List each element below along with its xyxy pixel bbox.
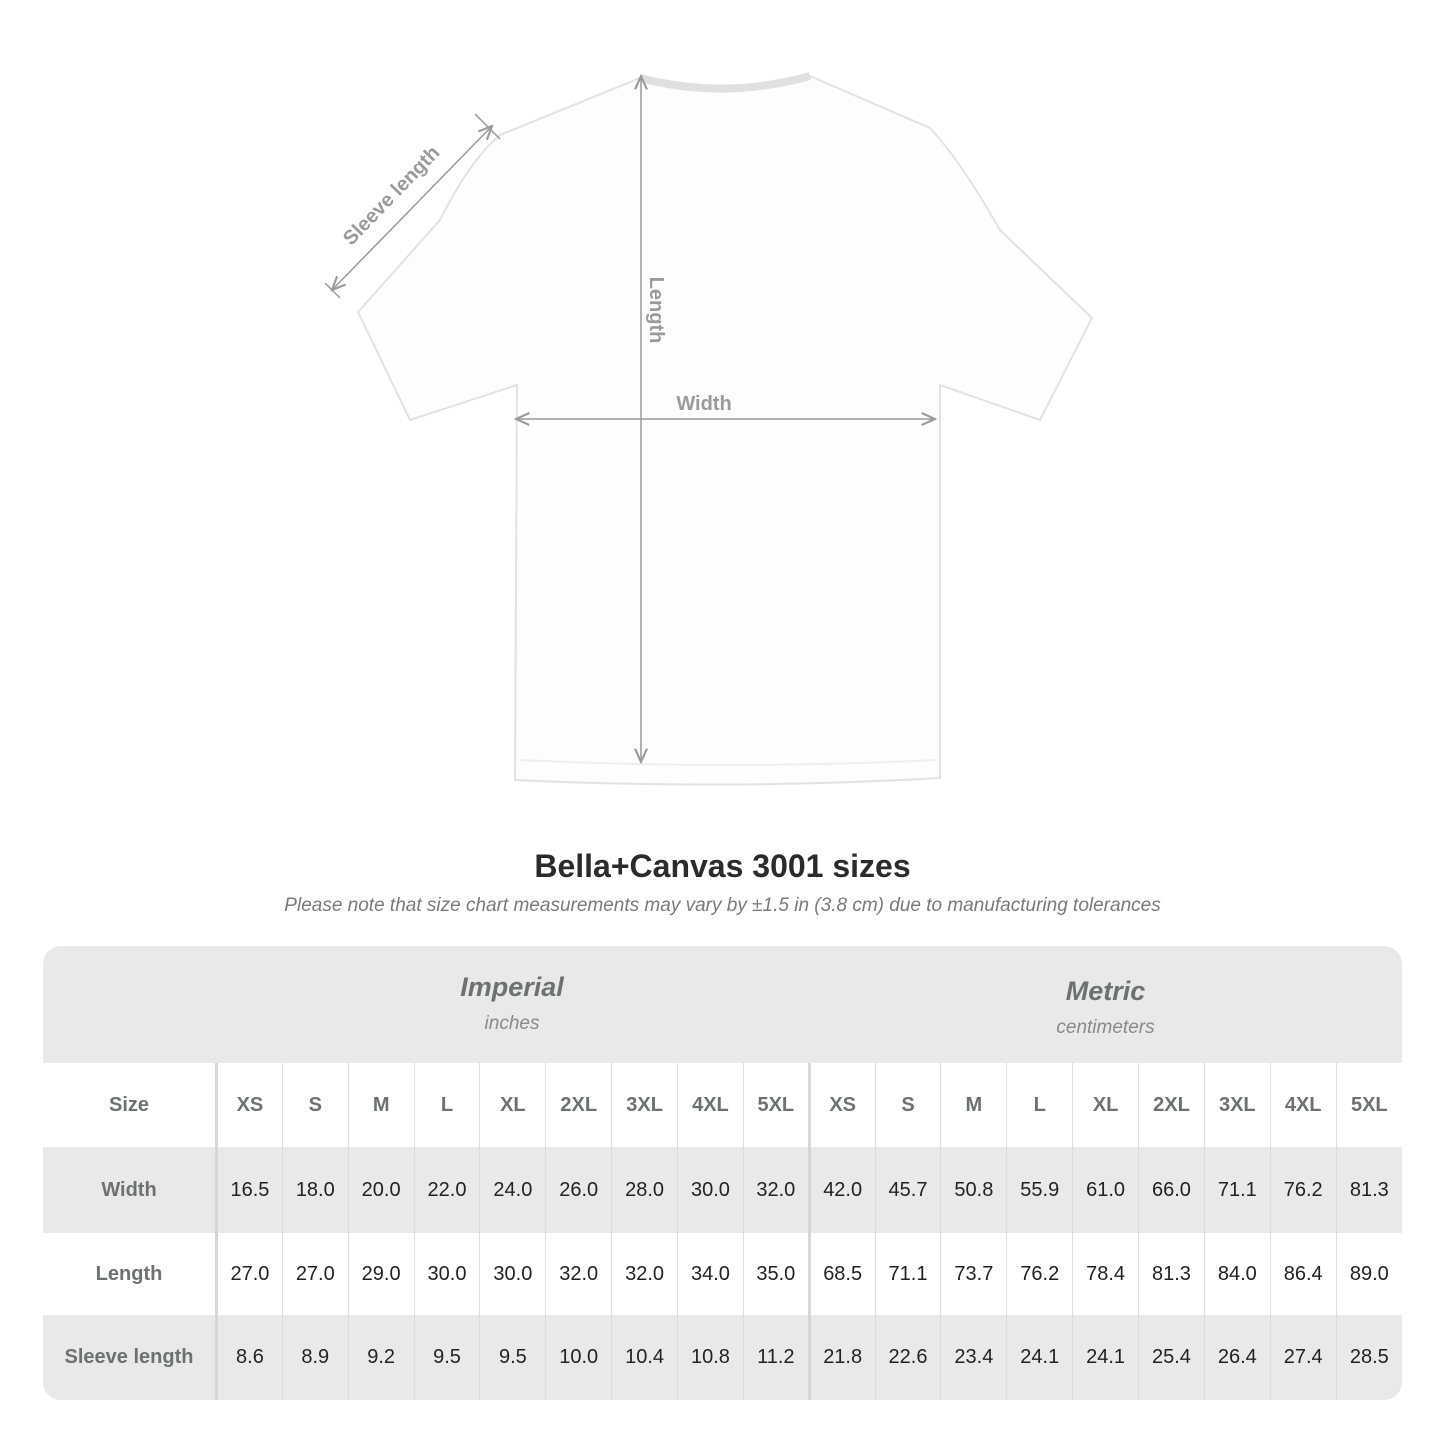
imperial-size-header: M [347,1063,415,1147]
tshirt-measurement-diagram: Sleeve length Length Width [324,72,1094,786]
imperial-size-header: 5XL [742,1063,810,1147]
metric-cell: 61.0 [1072,1147,1139,1233]
metric-cell: 25.4 [1138,1315,1205,1400]
imperial-title: Imperial [460,972,564,1002]
metric-size-header: XL [1072,1063,1139,1147]
metric-size-header: S [874,1063,941,1147]
metric-cell: 23.4 [940,1315,1007,1400]
row-label: Width [43,1147,218,1233]
table-row: Length 27.0 27.0 29.0 30.0 30.0 32.0 32.0 34.0 35… [43,1233,1402,1315]
size-label: Size [43,1063,218,1147]
imperial-cell: 27.0 [281,1233,349,1315]
tshirt-image [356,74,1094,786]
imperial-cell: 27.0 [216,1233,283,1315]
row-label: Length [43,1233,218,1315]
imperial-cell: 32.0 [611,1233,678,1315]
imperial-cell: 32.0 [742,1147,810,1233]
imperial-cell: 9.5 [413,1315,480,1400]
imperial-cell: 10.4 [611,1315,678,1400]
imperial-cell: 30.0 [479,1233,546,1315]
imperial-cell: 9.2 [347,1315,415,1400]
metric-cell: 76.2 [1006,1233,1073,1315]
metric-cell: 28.5 [1335,1315,1402,1400]
size-table: Imperial inches Metric centimeters Size X… [43,946,1402,1400]
metric-cell: 21.8 [807,1315,876,1400]
imperial-cell: 32.0 [545,1233,612,1315]
metric-cell: 26.4 [1203,1315,1271,1400]
metric-size-header: L [1006,1063,1073,1147]
metric-header: Metric centimeters [809,946,1402,1093]
metric-cell: 68.5 [807,1233,876,1315]
metric-cell: 55.9 [1006,1147,1073,1233]
imperial-cell: 10.8 [677,1315,744,1400]
imperial-cell: 30.0 [677,1147,744,1233]
metric-cell: 84.0 [1203,1233,1271,1315]
metric-cell: 78.4 [1072,1233,1139,1315]
imperial-cell: 30.0 [413,1233,480,1315]
metric-cell: 42.0 [807,1147,876,1233]
metric-cell: 81.3 [1335,1147,1402,1233]
imperial-cell: 35.0 [742,1233,810,1315]
imperial-size-header: XS [216,1063,283,1147]
imperial-size-header: S [281,1063,349,1147]
metric-cell: 66.0 [1138,1147,1205,1233]
imperial-cell: 9.5 [479,1315,546,1400]
metric-cell: 86.4 [1269,1233,1337,1315]
metric-cell: 73.7 [940,1233,1007,1315]
metric-size-header: M [940,1063,1007,1147]
metric-cell: 24.1 [1006,1315,1073,1400]
imperial-cell: 8.6 [216,1315,283,1400]
imperial-cell: 18.0 [281,1147,349,1233]
imperial-cell: 28.0 [611,1147,678,1233]
metric-cell: 76.2 [1269,1147,1337,1233]
imperial-size-header: XL [479,1063,546,1147]
imperial-cell: 26.0 [545,1147,612,1233]
imperial-size-header: 4XL [677,1063,744,1147]
metric-cell: 50.8 [940,1147,1007,1233]
metric-size-header: 2XL [1138,1063,1205,1147]
imperial-cell: 10.0 [545,1315,612,1400]
table-row: Sleeve length 8.6 8.9 9.2 9.5 9.5 10.0 10.4 10.8… [43,1315,1402,1400]
imperial-cell: 34.0 [677,1233,744,1315]
metric-cell: 45.7 [874,1147,941,1233]
metric-size-header: 5XL [1335,1063,1402,1147]
imperial-cell: 22.0 [413,1147,480,1233]
width-label: Width [676,393,731,415]
metric-cell: 81.3 [1138,1233,1205,1315]
metric-cell: 71.1 [1203,1147,1271,1233]
metric-size-header: 3XL [1203,1063,1271,1147]
imperial-cell: 29.0 [347,1233,415,1315]
imperial-unit: inches [484,1013,540,1034]
metric-title: Metric [1065,976,1146,1006]
metric-cell: 24.1 [1072,1315,1139,1400]
imperial-size-header: 2XL [545,1063,612,1147]
chart-title: Bella+Canvas 3001 sizes [534,848,911,884]
length-label: Length [645,277,667,344]
metric-cell: 22.6 [874,1315,941,1400]
imperial-cell: 8.9 [281,1315,349,1400]
size-grid: Size XS S M L XL 2XL 3XL 4XL 5XL XS S M L XL 2XL 3XL 4XL 5… [43,1063,1402,1400]
metric-size-header: 4XL [1269,1063,1337,1147]
imperial-cell: 11.2 [742,1315,810,1400]
imperial-size-header: 3XL [611,1063,678,1147]
table-row: Width 16.5 18.0 20.0 22.0 24.0 26.0 28.0 30.0 32.… [43,1147,1402,1233]
imperial-header: Imperial inches [215,946,809,1089]
metric-size-header: XS [807,1063,876,1147]
imperial-cell: 24.0 [479,1147,546,1233]
imperial-size-header: L [413,1063,480,1147]
imperial-cell: 16.5 [216,1147,283,1233]
imperial-cell: 20.0 [347,1147,415,1233]
tolerance-note: Please note that size chart measurements… [284,895,1161,916]
metric-cell: 27.4 [1269,1315,1337,1400]
sleeve-arrow [332,126,492,290]
row-label: Sleeve length [43,1315,218,1400]
size-header-row: Size XS S M L XL 2XL 3XL 4XL 5XL XS S M L XL 2XL 3XL 4XL 5… [43,1063,1402,1147]
metric-cell: 71.1 [874,1233,941,1315]
metric-unit: centimeters [1056,1017,1155,1038]
metric-cell: 89.0 [1335,1233,1402,1315]
